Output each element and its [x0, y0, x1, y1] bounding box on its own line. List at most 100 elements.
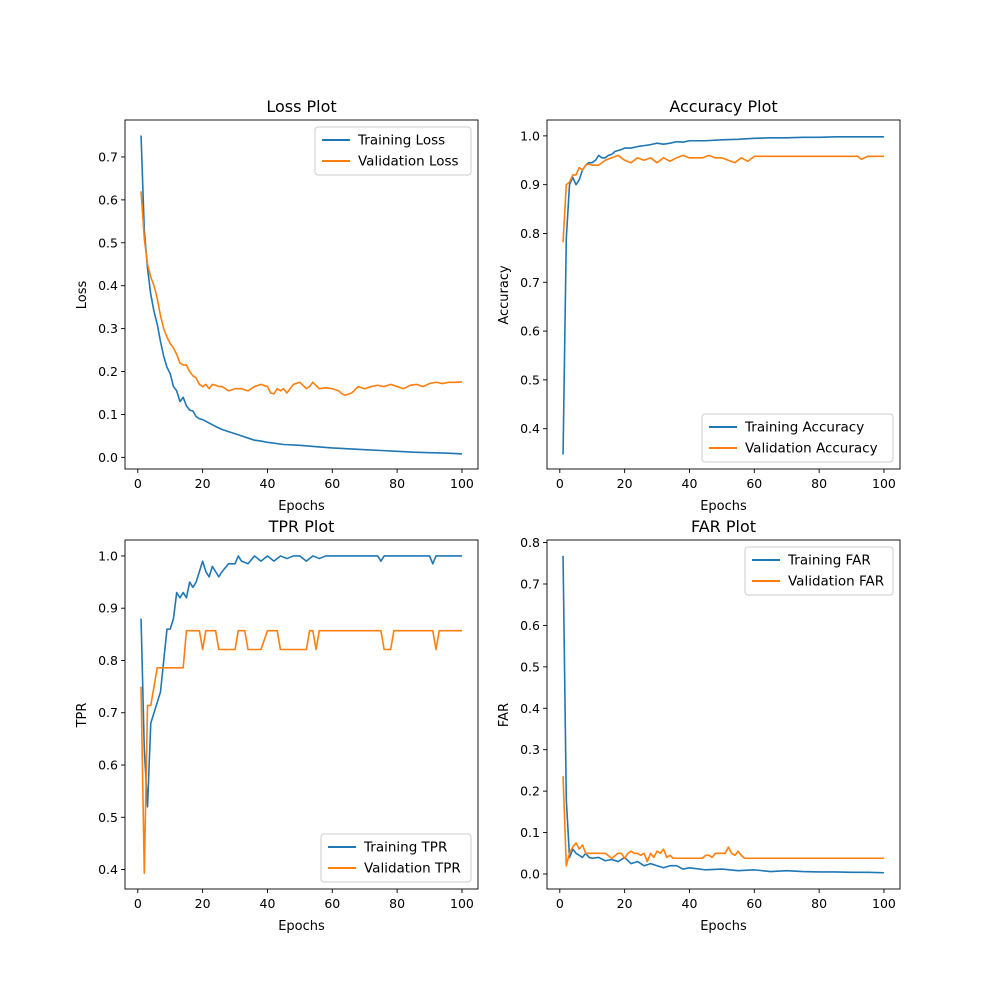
axes-frame — [546, 539, 901, 890]
y-tick-label: 0.7 — [520, 275, 540, 290]
x-tick-label: 0 — [134, 896, 142, 911]
x-tick-label: 60 — [746, 476, 762, 491]
axes-frame — [124, 119, 479, 470]
y-tick-label: 0.6 — [520, 324, 540, 339]
x-tick-label: 60 — [746, 896, 762, 911]
y-tick-label: 0.8 — [520, 535, 540, 550]
x-axis-label: Epochs — [700, 919, 747, 934]
x-tick-label: 100 — [450, 476, 474, 491]
x-tick-label: 40 — [682, 896, 698, 911]
series-line-training — [140, 555, 462, 808]
series-line-validation — [562, 776, 884, 867]
series-line-validation — [140, 191, 463, 396]
y-tick-label: 0.7 — [520, 576, 540, 591]
y-tick-label: 0.0 — [98, 450, 118, 465]
y-tick-label: 0.7 — [98, 149, 118, 164]
y-tick-label: 0.5 — [98, 810, 118, 825]
y-tick-label: 1.0 — [98, 548, 118, 563]
subplot-accuracy: Accuracy Plot Epochs Accuracy 0 20 40 60 80 1… — [497, 97, 901, 514]
y-tick-label: 0.0 — [520, 867, 540, 882]
y-tick-label: 0.5 — [98, 235, 118, 250]
chart-title: FAR Plot — [691, 517, 756, 536]
legend: Training Accuracy Validation Accuracy — [701, 413, 894, 463]
x-tick-label: 60 — [324, 896, 340, 911]
x-tick-label: 80 — [389, 476, 405, 491]
chart-title: TPR Plot — [268, 517, 335, 536]
y-axis-label: FAR — [497, 703, 512, 727]
y-tick-label: 0.1 — [98, 407, 118, 422]
y-tick-label: 0.8 — [520, 226, 540, 241]
y-axis-label: Loss — [75, 281, 90, 310]
x-tick-label: 100 — [872, 896, 896, 911]
axes-frame — [124, 539, 479, 890]
legend-box — [701, 413, 894, 463]
x-tick-label: 40 — [260, 476, 276, 491]
axes-frame — [546, 119, 901, 470]
y-tick-label: 0.9 — [520, 177, 540, 192]
x-tick-label: 40 — [682, 476, 698, 491]
x-tick-label: 20 — [195, 476, 211, 491]
legend: Training Loss Validation Loss — [314, 126, 472, 176]
y-tick-label: 0.3 — [98, 321, 118, 336]
y-tick-label: 1.0 — [520, 128, 540, 143]
y-tick-label: 0.6 — [98, 758, 118, 773]
legend-box — [320, 833, 472, 883]
y-axis-label: TPR — [75, 703, 90, 729]
x-tick-label: 100 — [450, 896, 474, 911]
x-tick-label: 100 — [872, 476, 896, 491]
y-axis-label: Accuracy — [497, 265, 512, 325]
y-tick-label: 0.5 — [520, 659, 540, 674]
y-tick-label: 0.1 — [520, 825, 540, 840]
legend-label: Validation FAR — [788, 574, 884, 590]
y-tick-label: 0.4 — [520, 701, 540, 716]
legend-label: Training TPR — [363, 840, 447, 856]
legend: Training FAR Validation FAR — [744, 546, 894, 596]
y-tick-label: 0.2 — [520, 784, 540, 799]
y-tick-label: 0.4 — [98, 862, 118, 877]
y-tick-label: 0.4 — [520, 421, 540, 436]
x-axis-label: Epochs — [278, 499, 325, 514]
x-axis-label: Epochs — [278, 919, 325, 934]
x-tick-label: 20 — [617, 476, 633, 491]
y-tick-label: 0.6 — [98, 192, 118, 207]
legend-label: Training Accuracy — [744, 420, 864, 436]
x-tick-label: 20 — [617, 896, 633, 911]
series-line-training — [562, 555, 884, 874]
legend-label: Training FAR — [787, 553, 871, 569]
legend-label: Training Loss — [357, 133, 445, 149]
series-line-validation — [140, 629, 462, 875]
y-tick-label: 0.6 — [520, 618, 540, 633]
legend-box — [744, 546, 894, 596]
y-tick-label: 0.3 — [520, 742, 540, 757]
x-tick-label: 0 — [556, 476, 564, 491]
legend-label: Validation TPR — [364, 861, 461, 877]
legend: Training TPR Validation TPR — [320, 833, 472, 883]
x-tick-label: 80 — [811, 896, 827, 911]
legend-label: Validation Loss — [358, 154, 459, 170]
y-tick-label: 0.7 — [98, 705, 118, 720]
series-line-training — [140, 135, 462, 455]
x-tick-label: 80 — [389, 896, 405, 911]
x-tick-label: 0 — [134, 476, 142, 491]
y-tick-label: 0.9 — [98, 601, 118, 616]
chart-title: Accuracy Plot — [669, 97, 777, 116]
x-tick-label: 80 — [811, 476, 827, 491]
series-line-validation — [562, 154, 884, 243]
subplot-tpr: TPR Plot Epochs TPR 0 20 40 60 80 100 0.4 0.5 0.… — [75, 517, 479, 934]
x-tick-label: 0 — [556, 896, 564, 911]
legend-label: Validation Accuracy — [745, 441, 878, 457]
subplot-far: FAR Plot Epochs FAR 0 20 40 60 80 100 0.0 0.1 0.… — [497, 517, 901, 934]
y-tick-label: 0.8 — [98, 653, 118, 668]
legend-box — [314, 126, 472, 176]
chart-title: Loss Plot — [266, 97, 336, 116]
x-tick-label: 60 — [324, 476, 340, 491]
y-tick-label: 0.2 — [98, 364, 118, 379]
x-tick-label: 20 — [195, 896, 211, 911]
x-axis-label: Epochs — [700, 499, 747, 514]
y-tick-label: 0.4 — [98, 278, 118, 293]
subplot-loss: Loss Plot Epochs Loss 0 20 40 60 80 100 0.0 0.1… — [75, 97, 479, 514]
y-tick-label: 0.5 — [520, 372, 540, 387]
x-tick-label: 40 — [260, 896, 276, 911]
